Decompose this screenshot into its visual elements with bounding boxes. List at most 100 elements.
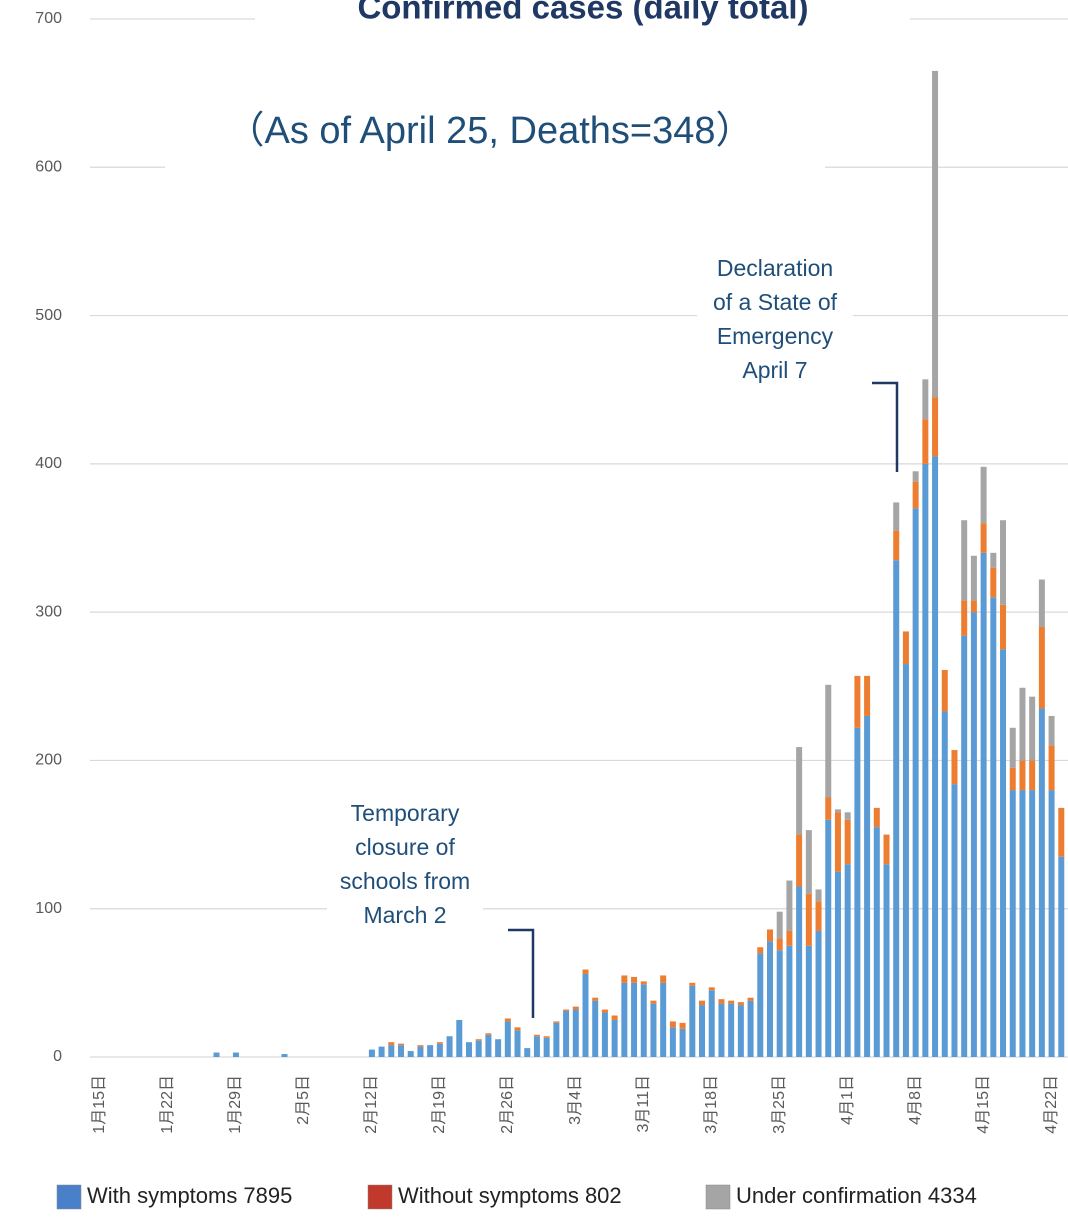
bar-segment [1029,790,1036,1057]
bar-segment [592,1000,599,1057]
annotation-text: April 7 [742,357,807,383]
bar-segment [825,797,832,820]
x-tick-label: 4月1日 [839,1075,856,1125]
x-tick-label: 3月11日 [635,1075,652,1133]
bar-segment [922,379,929,420]
bar-segment [388,1045,395,1057]
bar-segment [407,1051,414,1057]
bar-segment [747,1000,754,1057]
annotation-background [697,252,853,392]
bar-segment [990,597,997,1057]
bar-segment [980,466,987,524]
title-background [255,0,910,40]
bar-segment [912,508,919,1057]
bar-segment [1009,790,1016,1057]
bar-segment [834,812,841,872]
bar-segment [611,1019,618,1057]
bar-segment [533,1034,540,1037]
bar-segment [1038,579,1045,627]
bar-segment [631,976,638,983]
bar-segment [825,819,832,1057]
bar-segment [747,997,754,1001]
bar-segment [572,1009,579,1057]
bar-segment [1000,520,1007,605]
bar-segment [854,727,861,1057]
bar-segment [844,819,851,865]
bar-segment [941,711,948,1057]
bar-segment [1058,807,1065,857]
bar-segment [776,950,783,1057]
annotation-line [872,381,899,472]
x-tick-label: 1月29日 [227,1075,244,1134]
annotation-text: closure of [355,834,455,860]
bar-segment [815,930,822,1057]
bar-segment [902,664,909,1057]
bar-segment [563,1011,570,1057]
bar-segment [553,1021,560,1023]
bar-segment [708,990,715,1057]
bar-segment [465,1042,472,1057]
bar-segment [718,999,725,1004]
bar-segment [514,1030,521,1057]
y-tick-label: 600 [35,159,62,176]
bar-segment [1019,790,1026,1057]
annotation-text: March 2 [363,902,446,928]
bar-segment [1000,604,1007,650]
legend-swatch [705,1184,731,1210]
legend-swatch [367,1184,393,1210]
bar-segment [718,1003,725,1057]
annotation-text: Emergency [717,323,834,349]
y-tick-label: 100 [35,900,62,917]
bar-segment [883,834,890,865]
legend-swatch [56,1184,82,1210]
bar-segment [1009,727,1016,768]
bar-segment [524,1048,531,1057]
bar-segment [475,1039,482,1041]
bar-segment [679,1022,686,1029]
bar-segment [961,520,968,601]
bar-segment [912,481,919,509]
bar-segment [864,715,871,1057]
bar-segment [689,982,696,986]
bar-segment [417,1046,424,1057]
y-tick-label: 400 [35,455,62,472]
bar-segment [980,552,987,1057]
bar-segment [232,1052,239,1057]
bar-segment [737,1005,744,1057]
annotation-text: schools from [340,868,470,894]
bar-segment [864,675,871,716]
bar-segment [650,1003,657,1057]
bar-segment [728,1003,735,1057]
bar-segment [592,997,599,1001]
bar-segment [582,973,589,1057]
bar-segment [563,1009,570,1012]
bar-segment [1048,790,1055,1057]
bar-segment [873,827,880,1057]
bar-segment [932,397,939,457]
bar-segment [553,1022,560,1057]
bar-segment [970,612,977,1057]
x-tick-label: 4月8日 [907,1075,924,1125]
bar-segment [1038,626,1045,709]
bar-segment [417,1045,424,1047]
bar-segment [699,1005,706,1057]
bar-segment [932,456,939,1057]
bar-segment [1029,760,1036,791]
bar-segment [368,1049,375,1057]
bar-segment [922,463,929,1057]
bar-segment [834,871,841,1057]
bar-segment [427,1045,434,1057]
annotation-text: Temporary [351,800,460,826]
x-tick-label: 1月15日 [91,1075,108,1134]
bar-segment [1000,649,1007,1057]
bar-segment [796,747,803,835]
bar-segment [699,1000,706,1006]
legend-label: Under confirmation [736,1183,922,1208]
x-tick-label: 4月15日 [975,1075,992,1134]
chart-title: Confirmed cases (daily total) [357,0,808,26]
legend-label: Without symptoms [398,1183,579,1208]
bar-segment [572,1006,579,1010]
x-tick-label: 2月19日 [431,1075,448,1134]
bar-segment [601,1009,608,1013]
bar-segment [893,560,900,1057]
